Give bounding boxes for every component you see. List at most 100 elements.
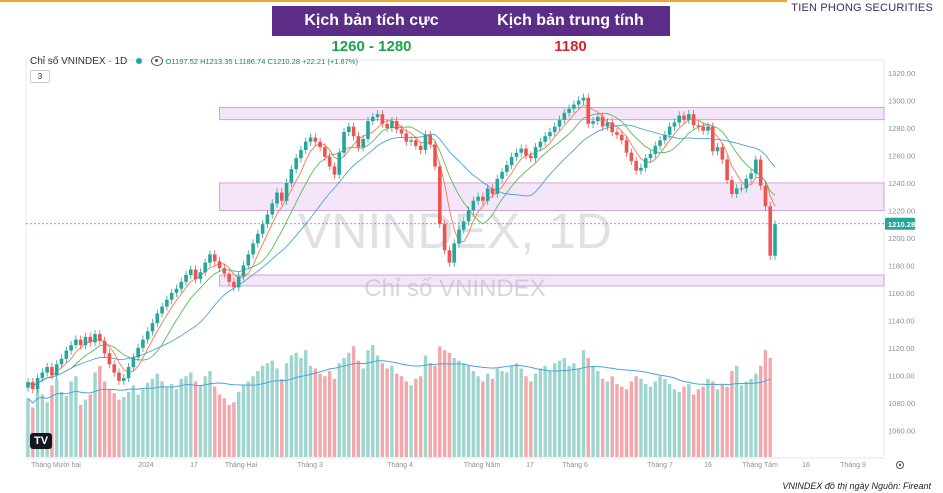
candle-body bbox=[528, 155, 533, 159]
candle-body bbox=[720, 147, 725, 160]
volume-bar bbox=[260, 365, 265, 457]
candle-body bbox=[754, 159, 758, 174]
candle-body bbox=[145, 331, 150, 340]
candle bbox=[222, 263, 227, 278]
candle-body bbox=[222, 268, 227, 274]
candle bbox=[88, 332, 93, 347]
candle-body bbox=[169, 292, 174, 300]
candle bbox=[596, 112, 600, 126]
candle bbox=[725, 155, 729, 185]
candle bbox=[294, 154, 298, 174]
candle-body bbox=[347, 126, 351, 133]
candle bbox=[169, 288, 174, 304]
scenario-positive-value: 1260 - 1280 bbox=[331, 38, 412, 55]
volume-bar bbox=[658, 376, 662, 457]
candle bbox=[538, 137, 543, 152]
volume-bar bbox=[74, 376, 78, 457]
candle bbox=[739, 184, 744, 193]
candle-body bbox=[524, 148, 528, 156]
volume-bar bbox=[399, 376, 404, 457]
candle bbox=[763, 181, 768, 211]
time-tick-label: Tháng 9 bbox=[840, 462, 866, 469]
candle-body bbox=[394, 121, 399, 130]
volume-bar bbox=[485, 373, 490, 457]
candle bbox=[284, 178, 289, 205]
candle-body bbox=[284, 182, 289, 201]
volume-bar bbox=[88, 394, 92, 457]
candle bbox=[370, 112, 375, 126]
tradingview-logo[interactable]: TV bbox=[30, 433, 52, 449]
volume-bar bbox=[351, 346, 356, 457]
candle bbox=[217, 257, 222, 273]
candle bbox=[701, 122, 705, 135]
candle-body bbox=[279, 192, 284, 201]
candle-body bbox=[500, 171, 504, 179]
candle-body bbox=[576, 100, 581, 105]
candle bbox=[50, 362, 54, 380]
volume-bar bbox=[112, 393, 116, 457]
candle bbox=[208, 250, 212, 267]
candle bbox=[706, 122, 710, 135]
candle bbox=[418, 141, 423, 155]
candle bbox=[663, 130, 667, 145]
candle bbox=[337, 148, 342, 179]
candle-body bbox=[418, 145, 423, 150]
settings-gear-icon-center bbox=[898, 463, 902, 467]
candle-body bbox=[615, 132, 619, 135]
time-tick-label: Tháng Năm bbox=[464, 462, 501, 469]
candle bbox=[533, 143, 538, 163]
candle-body bbox=[189, 269, 193, 275]
indicator-collapse-button[interactable]: 3 bbox=[30, 70, 50, 83]
scenario-neutral-value: 1180 bbox=[554, 38, 587, 55]
volume-bar bbox=[184, 376, 188, 457]
volume-bar bbox=[45, 402, 49, 457]
candle bbox=[59, 354, 64, 369]
candle bbox=[126, 362, 131, 383]
volume-bar bbox=[146, 382, 150, 457]
candle-body bbox=[706, 126, 710, 131]
time-tick-label: Tháng 3 bbox=[297, 462, 323, 469]
candle-body bbox=[423, 134, 428, 150]
volume-bar bbox=[701, 386, 705, 457]
candle-body bbox=[256, 233, 260, 244]
candle bbox=[639, 163, 643, 175]
volume-bar bbox=[466, 365, 471, 457]
volume-bar bbox=[634, 376, 638, 457]
volume-bar bbox=[289, 355, 294, 457]
volume-bar bbox=[78, 404, 83, 457]
candle-body bbox=[78, 339, 83, 346]
candle-body bbox=[725, 159, 729, 181]
candle bbox=[179, 277, 184, 293]
candle bbox=[509, 152, 514, 170]
volume-bar bbox=[557, 360, 562, 457]
candle bbox=[155, 309, 160, 328]
volume-bar bbox=[725, 386, 729, 457]
candle bbox=[505, 160, 509, 177]
symbol-label[interactable]: Chỉ số VNINDEX · 1D bbox=[30, 56, 128, 67]
candle bbox=[299, 145, 303, 163]
volume-bar bbox=[213, 386, 217, 457]
candle-body bbox=[409, 140, 413, 142]
candle bbox=[347, 122, 351, 137]
candle bbox=[289, 165, 294, 188]
candle bbox=[279, 188, 284, 205]
volume-bar bbox=[141, 389, 145, 457]
volume-bar bbox=[519, 368, 523, 457]
candle bbox=[54, 360, 59, 380]
candle-body bbox=[45, 367, 49, 373]
candle bbox=[193, 265, 198, 284]
price-tick-label: 1180.00 bbox=[888, 261, 915, 270]
candle-body bbox=[658, 140, 662, 146]
candle bbox=[303, 137, 308, 155]
candle-body bbox=[749, 173, 753, 179]
candle bbox=[696, 121, 701, 131]
candle bbox=[98, 329, 102, 346]
volume-bar bbox=[409, 385, 413, 457]
candle-body bbox=[442, 224, 447, 251]
candle-body bbox=[691, 114, 696, 126]
volume-bar bbox=[581, 350, 586, 457]
candle-body bbox=[227, 273, 231, 282]
visibility-eye-icon[interactable] bbox=[150, 56, 163, 67]
volume-bar bbox=[275, 368, 279, 457]
